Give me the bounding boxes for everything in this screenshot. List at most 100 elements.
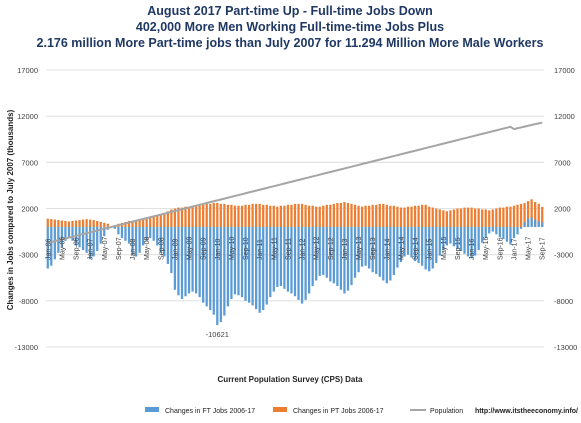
bar (202, 204, 205, 227)
bar (406, 206, 410, 227)
x-tick-label: May-13 (356, 237, 363, 260)
bar (71, 220, 74, 227)
bar (237, 226, 240, 296)
bar (262, 204, 265, 227)
bar (502, 207, 505, 227)
x-axis-label: Current Population Survey (CPS) Data (218, 375, 363, 384)
x-tick-label: Jan-11 (257, 239, 264, 260)
y-tick-label: 17000 (17, 66, 38, 75)
bar (307, 226, 311, 294)
bar (127, 220, 131, 227)
bar (350, 203, 353, 227)
bar (240, 226, 244, 298)
bar (382, 226, 385, 281)
bar (180, 207, 184, 227)
bar (71, 226, 74, 241)
x-tick-label: Sep-12 (328, 237, 335, 260)
legend-label: Changes in FT Jobs 2006-17 (165, 408, 255, 415)
bar (368, 226, 371, 269)
bar (89, 226, 92, 260)
bar (534, 202, 537, 227)
bar (339, 202, 343, 227)
x-tick-label: Jan-06 (45, 238, 52, 260)
bar (488, 210, 491, 227)
bar (103, 226, 106, 237)
bar (424, 204, 427, 227)
bar (180, 226, 184, 299)
data-label: -10621 (206, 330, 229, 339)
bar (202, 226, 205, 303)
bar (428, 226, 431, 272)
x-tick-label: May-06 (59, 237, 66, 260)
x-tick-label: Jan-17 (511, 238, 518, 260)
bar (389, 226, 392, 281)
bar (371, 226, 374, 273)
x-tick-label: May-07 (102, 237, 109, 260)
bar (194, 226, 198, 294)
bar (332, 226, 335, 284)
x-tick-label: Jan-13 (342, 238, 349, 260)
bar (244, 226, 247, 301)
bar (216, 226, 219, 326)
bar (96, 226, 99, 251)
bar (300, 203, 304, 227)
x-tick-label: Sep-10 (243, 237, 250, 260)
bar (445, 226, 449, 246)
bar (311, 205, 314, 227)
bar (46, 226, 49, 269)
bar (237, 205, 240, 227)
bar (120, 226, 124, 239)
bar (131, 226, 134, 255)
chart-subtitle: 2.176 million More Part-time jobs than J… (37, 36, 544, 50)
y-axis-label: Changes in Jobs compared to July 2007 (t… (6, 109, 15, 310)
bar (99, 221, 102, 227)
bar (421, 204, 424, 227)
bar (67, 226, 71, 239)
bar (322, 226, 325, 275)
bar (205, 226, 208, 307)
bar (346, 226, 350, 291)
bar (177, 207, 180, 227)
bar (322, 205, 325, 227)
x-tick-label: May-16 (483, 237, 490, 260)
x-tick-label: Sep-09 (201, 237, 208, 260)
bar (279, 205, 283, 227)
bar (473, 208, 477, 227)
x-tick-label: Jan-12 (300, 238, 307, 260)
bar (212, 226, 215, 315)
y-tick-label: 7000 (21, 158, 38, 167)
bar (417, 205, 420, 227)
bar (247, 226, 251, 303)
bar (375, 226, 378, 275)
x-tick-label: Jan-10 (215, 238, 222, 260)
bar (286, 204, 290, 227)
bar (509, 206, 512, 227)
bar (85, 226, 88, 253)
x-tick-label: Sep-11 (285, 238, 292, 260)
bar (315, 226, 318, 281)
bar (159, 226, 162, 253)
bar (219, 203, 222, 227)
bar (378, 226, 381, 277)
bar (247, 204, 251, 227)
bar (498, 207, 501, 227)
bar (346, 202, 350, 227)
bar (173, 226, 177, 290)
bar (57, 220, 60, 227)
bar (205, 203, 208, 227)
x-tick-label: May-09 (187, 237, 194, 260)
bar (269, 205, 272, 227)
bar (350, 226, 353, 286)
bar (276, 206, 279, 227)
bar (360, 206, 364, 227)
bar (92, 226, 95, 257)
bar (152, 226, 155, 241)
bar (477, 208, 480, 227)
bar (357, 226, 360, 273)
bar (364, 205, 367, 227)
bar (138, 219, 141, 227)
bar (283, 205, 286, 227)
bar (389, 205, 392, 227)
bar (378, 203, 381, 227)
bar (375, 204, 378, 227)
